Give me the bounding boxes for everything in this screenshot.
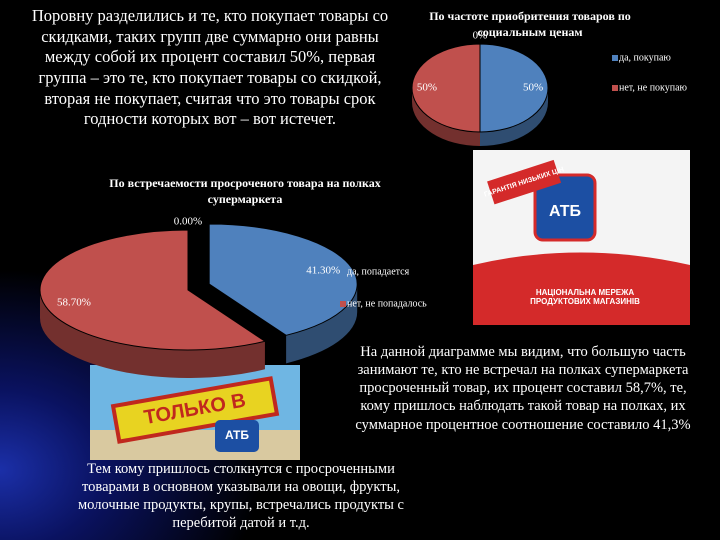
chart-title-box: По частоте приобритения товаров по социа… xyxy=(429,9,631,40)
chart-title-box: По встречаемости просроченого товара на … xyxy=(109,176,381,207)
legend-label: да, покупаю xyxy=(619,52,671,63)
data-label: 0% xyxy=(473,30,488,42)
logo-text: АТБ xyxy=(549,203,581,220)
slice xyxy=(208,223,358,336)
data-label: 58.70% xyxy=(57,296,91,308)
slice xyxy=(479,43,549,133)
pie-chart: По частоте приобритения товаров по социа… xyxy=(411,9,688,146)
legend-swatch xyxy=(340,269,346,275)
chart-title: По встречаемости просроченого товара на … xyxy=(109,176,381,207)
only-atb-image: ТОЛЬКО В АТБ xyxy=(90,365,300,460)
slice xyxy=(39,229,267,351)
slice-side xyxy=(40,290,265,379)
paragraph: Тем кому пришлось столкнутся с просрочен… xyxy=(78,461,404,532)
data-label: 41.30% xyxy=(306,265,340,277)
legend-swatch xyxy=(340,301,346,307)
slice-side xyxy=(480,88,548,146)
paragraph: На данной диаграмме мы видим, что большу… xyxy=(355,344,691,433)
slice-side xyxy=(412,88,480,146)
legend-swatch xyxy=(612,55,618,61)
chart-title: По частоте приобритения товаров по социа… xyxy=(429,9,631,40)
image-text: АТБ xyxy=(225,428,249,442)
logo-text: НАЦІОНАЛЬНА МЕРЕЖА ПРОДУКТОВИХ МАГАЗИНІВ xyxy=(530,288,640,306)
data-label: 0.00% xyxy=(174,216,202,228)
slice xyxy=(411,43,481,133)
paragraph: Поровну разделились и те, кто покупает т… xyxy=(31,6,389,129)
legend-label: да, попадается xyxy=(347,266,410,277)
data-label: 50% xyxy=(523,82,543,94)
legend-label: нет, не покупаю xyxy=(619,82,688,93)
atb-logo-image: ГАРАНТІЯ НИЗЬКИХ ЦІН АТБ НАЦІОНАЛЬНА МЕР… xyxy=(473,150,690,325)
legend-label: нет, не попадалось xyxy=(347,298,427,309)
legend-swatch xyxy=(612,85,618,91)
pie-chart: По встречаемости просроченого товара на … xyxy=(39,176,427,379)
data-label: 50% xyxy=(417,82,437,94)
